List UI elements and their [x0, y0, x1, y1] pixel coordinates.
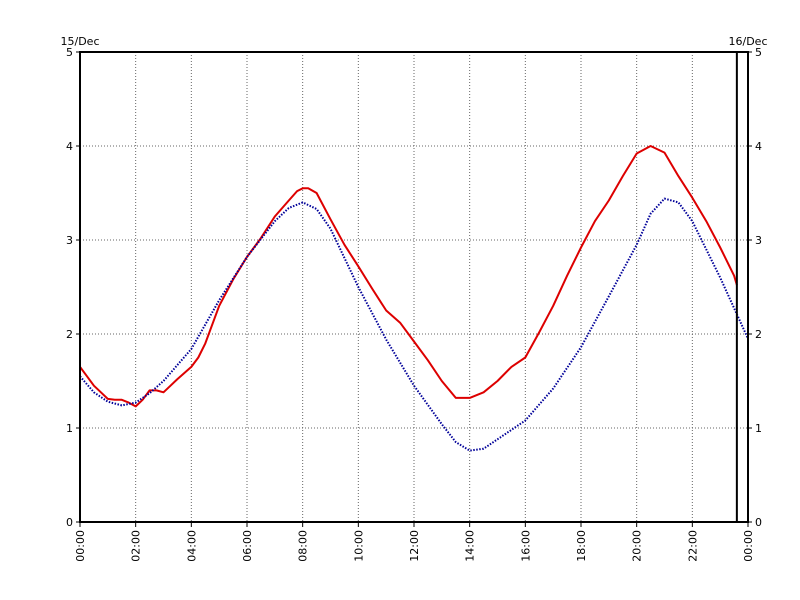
y-tick-label-left: 1	[66, 422, 73, 435]
y-tick-label-right: 5	[755, 46, 762, 59]
axis-ticks	[76, 51, 752, 527]
x-tick-label: 04:00	[185, 530, 198, 562]
y-tick-label-left: 3	[66, 234, 73, 247]
x-tick-label: 12:00	[408, 530, 421, 562]
x-tick-label: 14:00	[464, 530, 477, 562]
x-tick-label: 06:00	[241, 530, 254, 562]
y-tick-label-right: 2	[755, 328, 762, 341]
grid-lines	[80, 52, 748, 522]
y-tick-label-right: 0	[755, 516, 762, 529]
y-tick-label-right: 3	[755, 234, 762, 247]
axis-labels: 0 0 1 1 2 2 3 3 4 4 5 5 00:00 02:00 04:00 06:00 08:00 10:…	[66, 46, 762, 562]
x-tick-label: 10:00	[352, 530, 365, 562]
y-tick-label-left: 2	[66, 328, 73, 341]
x-tick-label: 02:00	[130, 530, 143, 562]
y-tick-label-right: 1	[755, 422, 762, 435]
x-tick-label: 00:00	[742, 530, 755, 562]
y-tick-label-left: 4	[66, 140, 73, 153]
date-label-left: 15/Dec	[61, 35, 100, 48]
y-tick-label-right: 4	[755, 140, 762, 153]
x-tick-label: 18:00	[575, 530, 588, 562]
series-lines	[79, 145, 749, 452]
y-tick-label-left: 5	[66, 46, 73, 59]
x-tick-label: 16:00	[519, 530, 532, 562]
x-tick-label: 00:00	[74, 530, 87, 562]
y-tick-label-left: 0	[66, 516, 73, 529]
observed-tide-line	[79, 145, 738, 408]
date-label-right: 16/Dec	[729, 35, 768, 48]
x-tick-label: 20:00	[631, 530, 644, 562]
x-tick-label: 08:00	[297, 530, 310, 562]
x-tick-label: 22:00	[686, 530, 699, 562]
